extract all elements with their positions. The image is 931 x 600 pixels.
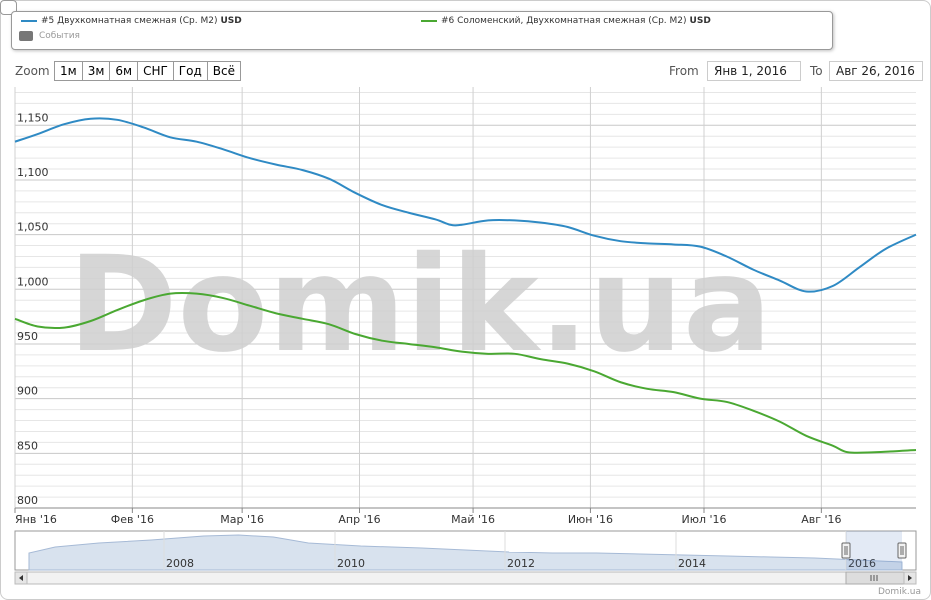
from-label: From <box>669 64 699 78</box>
footer-credit[interactable]: Domik.ua <box>878 587 921 597</box>
legend-item-series2[interactable]: #6 Соломенский, Двухкомнатная смежная (С… <box>421 16 711 26</box>
range-selector: Zoom 1м 3м 6м СНГ Год Всё From Янв 1, 2016 To… <box>0 61 931 83</box>
zoom-button-3[interactable]: СНГ <box>137 61 174 81</box>
zoom-button-4[interactable]: Год <box>172 61 208 81</box>
events-box-icon <box>19 31 33 41</box>
to-label: To <box>810 64 823 78</box>
legend-unit: USD <box>220 16 242 26</box>
legend-line-icon <box>21 20 37 22</box>
legend-label: #6 Соломенский, Двухкомнатная смежная (С… <box>441 16 687 26</box>
from-date-input[interactable]: Янв 1, 2016 <box>707 61 801 81</box>
legend: #5 Двухкомнатная смежная (Ср. М2) USD #6… <box>11 11 833 50</box>
legend-item-events[interactable]: События <box>19 31 80 41</box>
zoom-label: Zoom <box>15 64 50 78</box>
to-date-input[interactable]: Авг 26, 2016 <box>829 61 923 81</box>
zoom-button-0[interactable]: 1м <box>54 61 83 81</box>
zoom-buttons: 1м 3м 6м СНГ Год Всё <box>54 61 241 81</box>
zoom-button-2[interactable]: 6м <box>109 61 139 81</box>
legend-label: События <box>39 31 80 41</box>
zoom-button-5[interactable]: Всё <box>206 61 241 81</box>
legend-label: #5 Двухкомнатная смежная (Ср. М2) <box>41 16 218 26</box>
legend-item-series1[interactable]: #5 Двухкомнатная смежная (Ср. М2) USD <box>21 16 242 26</box>
legend-line-icon <box>421 20 437 22</box>
zoom-button-1[interactable]: 3м <box>81 61 111 81</box>
legend-unit: USD <box>689 16 711 26</box>
